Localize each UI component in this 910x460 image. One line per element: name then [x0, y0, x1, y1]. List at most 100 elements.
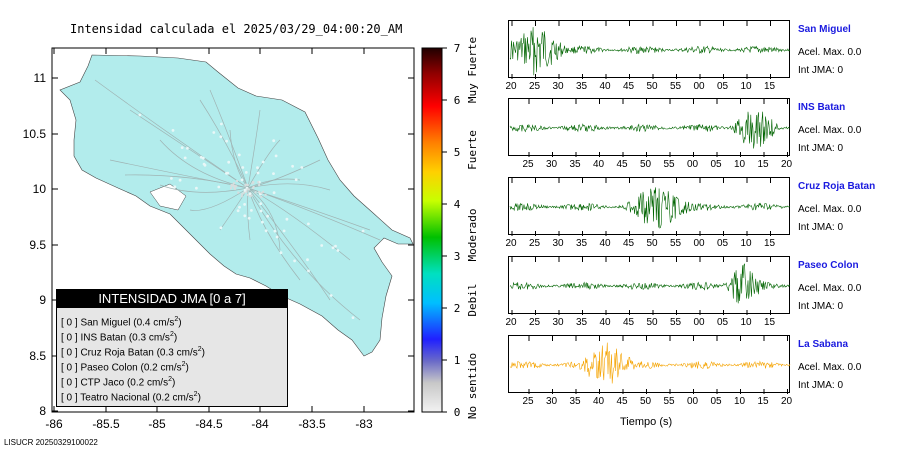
station-max-accel: Acel. Max. 0.0: [798, 47, 862, 58]
colorbar-ticks: 0 1 2 3 4 5 6 7: [442, 42, 461, 419]
time-tick-label: 40: [599, 81, 611, 92]
lon-tick-label: -83.5: [298, 417, 326, 431]
station-jma-intensity: Int JMA: 0: [798, 301, 844, 312]
time-tick-label: 20: [505, 238, 517, 249]
legend-station: San Miguel (0.4 cm/s: [80, 317, 175, 329]
time-tick-label: 10: [740, 317, 752, 328]
time-tick-label: 40: [599, 317, 611, 328]
time-tick-label: 45: [622, 317, 635, 328]
time-tick-label: 40: [592, 159, 605, 170]
legend-station: Teatro Nacional (0.2 cm/s: [80, 392, 194, 404]
time-tick-label: 35: [569, 159, 581, 170]
legend-intensity: [ 0 ]: [61, 392, 81, 404]
waveform-line: [509, 111, 791, 149]
legend-row: [ 0 ] CTP Jaco (0.2 cm/s2): [61, 376, 176, 389]
colorbar-category-label: Debil: [466, 283, 479, 316]
time-tick-label: 30: [552, 317, 564, 328]
colorbar-gradient: [421, 47, 443, 413]
time-tick-label: 50: [646, 317, 658, 328]
colorbar-tick-label: 7: [454, 42, 461, 55]
time-tick-label: 50: [639, 159, 652, 170]
time-tick-label: 05: [716, 317, 729, 328]
colorbar-tick-label: 2: [454, 302, 461, 315]
station-max-accel: Acel. Max. 0.0: [798, 283, 862, 294]
station-name: La Sabana: [798, 339, 849, 350]
time-tick-label: 30: [545, 396, 558, 407]
station-name: Cruz Roja Batan: [798, 181, 876, 192]
lon-tick-label: -85.5: [92, 417, 120, 431]
station-name: Paseo Colon: [798, 260, 859, 271]
waveform-line: [509, 27, 791, 76]
lon-tick-label: -86: [45, 417, 63, 431]
time-tick-label: 50: [639, 396, 652, 407]
time-tick-label: 00: [693, 238, 705, 249]
lat-tick-label: 8.5: [29, 349, 46, 363]
time-tick-label: 20: [780, 396, 793, 407]
town-markers: [138, 113, 365, 319]
time-tick-label: 20: [780, 159, 793, 170]
time-tick-label: 05: [710, 159, 722, 170]
time-tick-label: 55: [669, 317, 682, 328]
colorbar-category-label: Fuerte: [466, 130, 479, 170]
time-tick-label: 25: [528, 238, 541, 249]
time-tick-label: 45: [622, 238, 635, 249]
station-jma-intensity: Int JMA: 0: [798, 143, 844, 154]
time-tick-label: 00: [686, 159, 699, 170]
time-tick-label: 20: [505, 317, 517, 328]
time-tick-label: 05: [716, 238, 729, 249]
time-tick-label: 35: [575, 317, 588, 328]
time-tick-label: 10: [733, 159, 746, 170]
time-tick-label: 35: [575, 238, 588, 249]
waveform-line: [509, 342, 791, 384]
waveform-trace: [509, 99, 791, 157]
lon-tick-label: -85: [148, 417, 166, 431]
time-tick-label: 10: [740, 81, 752, 92]
time-tick-label: 30: [545, 159, 558, 170]
legend-station: CTP Jaco (0.2 cm/s: [80, 377, 169, 389]
time-tick-label: 45: [616, 159, 628, 170]
lat-tick-label: 9: [39, 293, 46, 307]
station-jma-intensity: Int JMA: 0: [798, 380, 844, 391]
nicoya-gulf: [149, 183, 187, 211]
time-tick-label: 00: [686, 396, 699, 407]
legend-row: [ 0 ] San Miguel (0.4 cm/s2): [61, 316, 182, 329]
waveform-trace: [509, 257, 791, 315]
legend-row: [ 0 ] Teatro Nacional (0.2 cm/s2): [61, 391, 201, 404]
legend-station: Cruz Roja Batan (0.3 cm/s: [80, 347, 198, 359]
waveform-panel: [508, 177, 791, 236]
colorbar-category-label: Muy Fuerte: [466, 37, 479, 103]
time-tick-label: 55: [663, 159, 675, 170]
waveform-trace: [509, 336, 791, 394]
lat-tick-label: 9.5: [29, 238, 46, 252]
station-jma-intensity: Int JMA: 0: [798, 65, 844, 76]
waveform-line: [509, 263, 791, 304]
colorbar-tick-label: 1: [454, 354, 461, 367]
time-tick-label: 15: [757, 396, 769, 407]
time-tick-label: 45: [616, 396, 628, 407]
colorbar-category-label: No sentido: [466, 353, 479, 419]
waveform-panel: [508, 98, 791, 157]
legend-row: [ 0 ] Paseo Colon (0.2 cm/s2): [61, 361, 189, 374]
time-tick-label: 15: [757, 159, 769, 170]
legend-row: [ 0 ] Cruz Roja Batan (0.3 cm/s2): [61, 346, 205, 359]
legend-intensity: [ 0 ]: [61, 362, 81, 374]
time-tick-label: 30: [552, 238, 564, 249]
waveform-panel: [508, 335, 791, 394]
time-tick-label: 20: [505, 81, 517, 92]
time-axis-label: Tiempo (s): [620, 416, 673, 428]
time-tick-label: 00: [693, 317, 705, 328]
lon-tick-label: -84.5: [195, 417, 223, 431]
station-max-accel: Acel. Max. 0.0: [798, 204, 862, 215]
waveform-line: [509, 187, 791, 229]
colorbar-categories: No sentido Debil Moderado Fuerte Muy Fuerte: [466, 37, 479, 419]
colorbar-tick-label: 3: [454, 250, 461, 263]
intensity-colorbar: 0 1 2 3 4 5 6 7 No sentido Debil Moderado Fuerte Mu…: [421, 37, 479, 419]
legend-intensity: [ 0 ]: [61, 377, 81, 389]
time-tick-label: 40: [592, 396, 605, 407]
time-tick-label: 15: [763, 317, 776, 328]
time-tick-label: 05: [710, 396, 722, 407]
time-tick-label: 25: [528, 317, 541, 328]
legend-entries: [ 0 ] San Miguel (0.4 cm/s2)[ 0 ] INS Ba…: [57, 308, 287, 404]
latitude-axis: 11 10.5 10 9.5 9 8.5 8: [23, 71, 414, 418]
waveform-trace: [509, 21, 791, 79]
